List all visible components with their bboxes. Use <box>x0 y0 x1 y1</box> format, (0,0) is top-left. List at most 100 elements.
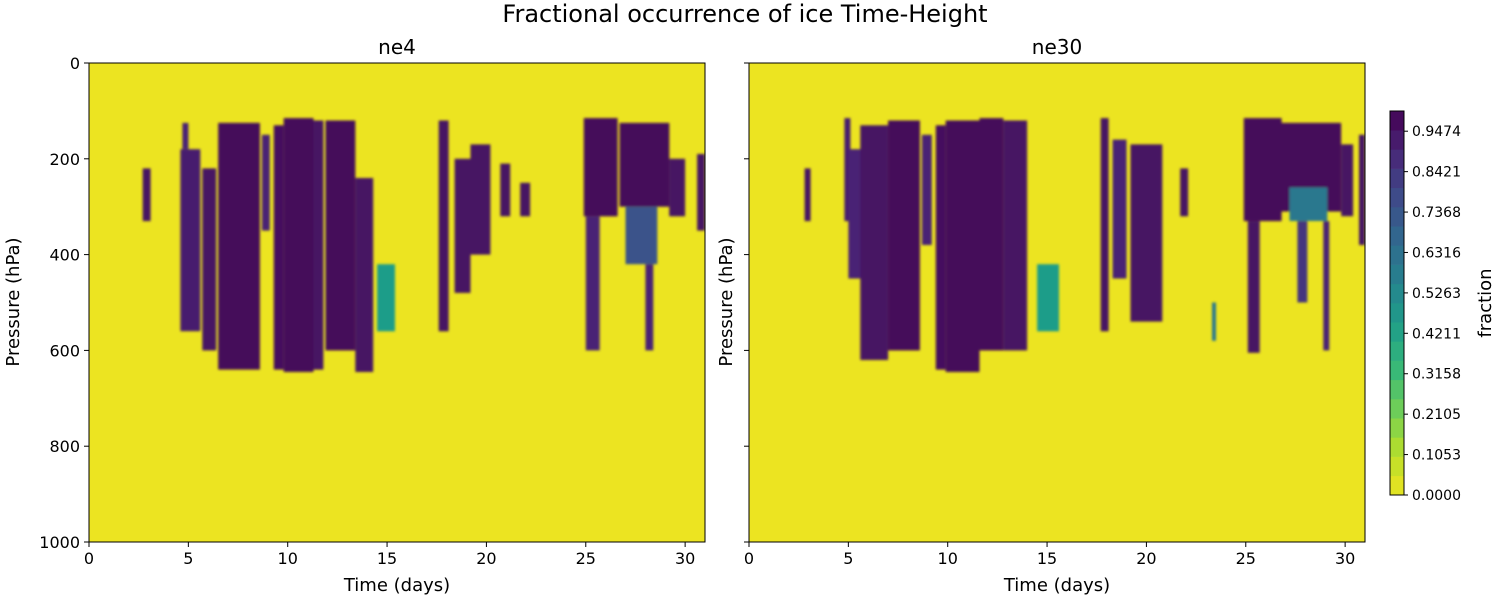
cloud-cell <box>355 178 374 372</box>
cloud-cell <box>921 134 932 245</box>
x-tick-label: 20 <box>476 549 496 568</box>
cloud-cell <box>1341 144 1354 217</box>
cloud-cell <box>888 120 920 351</box>
colorbar-frame <box>1389 110 1405 496</box>
figure-title: Fractional occurrence of ice Time-Height <box>502 0 987 28</box>
cloud-cell <box>182 122 189 150</box>
cloud-cell <box>1112 139 1127 279</box>
x-tick-label: 20 <box>1136 549 1156 568</box>
cloud-cell <box>804 168 811 222</box>
cloud-cell <box>645 264 654 351</box>
x-tick-label: 10 <box>278 549 298 568</box>
x-tick-label: 25 <box>576 549 596 568</box>
x-axis-label: Time (days) <box>343 575 450 596</box>
plot-frame <box>748 62 1366 543</box>
x-tick-label: 10 <box>938 549 958 568</box>
x-tick-label: 30 <box>1335 549 1355 568</box>
colorbar-band <box>1390 168 1404 189</box>
plot-frame <box>88 62 706 543</box>
panel-title: ne30 <box>1032 35 1082 59</box>
x-axis-label: Time (days) <box>1003 575 1110 596</box>
y-axis-label: Pressure (hPa) <box>3 237 24 366</box>
x-tick-label: 15 <box>377 549 397 568</box>
colorbar-tick-label: 0.7368 <box>1412 205 1461 221</box>
y-tick-label: 1000 <box>39 533 80 552</box>
cloud-cell <box>945 120 980 372</box>
colorbar-band <box>1390 264 1404 285</box>
cloud-cell <box>625 206 658 265</box>
cloud-cell <box>1297 221 1308 303</box>
x-tick-label: 15 <box>1037 549 1057 568</box>
cloud-cell <box>283 118 314 372</box>
cloud-cell <box>273 125 284 370</box>
y-axis-label: Pressure (hPa) <box>716 237 737 366</box>
y-tick-label: 400 <box>49 246 80 265</box>
cloud-cell <box>1323 221 1330 351</box>
colorbar-band <box>1390 111 1404 131</box>
colorbar-band <box>1390 341 1404 361</box>
cloud-cell <box>1100 118 1109 332</box>
cloud-cell <box>1247 221 1260 353</box>
cloud-cell <box>697 154 705 231</box>
colorbar-band <box>1390 456 1404 477</box>
y-tick-label: 600 <box>49 341 80 360</box>
cloud-cell <box>313 120 324 370</box>
colorbar-tick-label: 0.2105 <box>1412 407 1461 423</box>
colorbar-tick-label: 0.0000 <box>1412 488 1461 504</box>
colorbar-tick-label: 0.6316 <box>1412 245 1461 261</box>
cloud-cell <box>1130 144 1163 322</box>
cloud-cell <box>454 158 471 293</box>
cloud-cell <box>1180 168 1189 217</box>
colorbar-tick-label: 0.8421 <box>1412 165 1461 181</box>
colorbar-bands <box>1390 111 1404 496</box>
cloud-cell <box>438 120 449 332</box>
cloud-cell <box>979 118 1004 351</box>
colorbar-tick-label: 0.1053 <box>1412 448 1461 464</box>
cloud-cell <box>325 120 356 351</box>
colorbar-band <box>1390 207 1404 227</box>
colorbar: 0.0000 0.1053 0.2105 0.3158 0.4211 0.5263 0.63… <box>1389 110 1496 504</box>
colorbar-band <box>1390 379 1404 400</box>
colorbar-band <box>1390 283 1404 304</box>
y-tick-label: 200 <box>49 150 80 169</box>
colorbar-band <box>1390 245 1404 265</box>
colorbar-band <box>1390 360 1404 381</box>
cloud-cell <box>202 168 217 351</box>
colorbar-band <box>1390 437 1404 457</box>
colorbar-band <box>1390 130 1404 150</box>
cloud-cell <box>180 149 201 332</box>
cloud-cell <box>669 158 686 217</box>
cloud-cell <box>261 134 270 231</box>
x-tick-label: 0 <box>744 549 754 568</box>
panel-ne4: ne4 0 5 10 15 20 25 30 0 200 400 600 800 1000 Time … <box>3 35 706 596</box>
heatmap-cells <box>142 118 705 372</box>
x-axis: 0 5 10 15 20 25 30 <box>84 542 695 568</box>
cloud-cell <box>500 163 511 217</box>
colorbar-band <box>1390 187 1404 208</box>
cloud-cell <box>619 122 670 207</box>
panel-title: ne4 <box>378 35 416 59</box>
cloud-cell <box>844 118 851 222</box>
panel-ne30: ne30 0 5 10 15 20 25 30 Time (days) Pressure (… <box>716 35 1366 596</box>
x-tick-label: 30 <box>675 549 695 568</box>
cloud-cell <box>1212 302 1216 341</box>
cloud-cell <box>583 118 618 217</box>
colorbar-tick-label: 0.4211 <box>1412 326 1461 342</box>
x-tick-label: 5 <box>183 549 193 568</box>
cloud-cell <box>218 122 260 370</box>
colorbar-band <box>1390 475 1404 496</box>
cloud-cell <box>1359 134 1365 245</box>
cloud-cell <box>520 182 531 217</box>
x-tick-label: 0 <box>84 549 94 568</box>
y-axis <box>744 62 749 543</box>
cloud-cell <box>860 125 889 360</box>
colorbar-band <box>1390 399 1404 419</box>
colorbar-ticks: 0.0000 0.1053 0.2105 0.3158 0.4211 0.5263 0.63… <box>1404 124 1461 504</box>
heatmap-cells <box>804 118 1365 372</box>
colorbar-band <box>1390 226 1404 246</box>
colorbar-band <box>1390 303 1404 323</box>
y-tick-label: 0 <box>70 54 80 73</box>
x-axis: 0 5 10 15 20 25 30 <box>744 542 1355 568</box>
cloud-cell <box>377 264 395 332</box>
